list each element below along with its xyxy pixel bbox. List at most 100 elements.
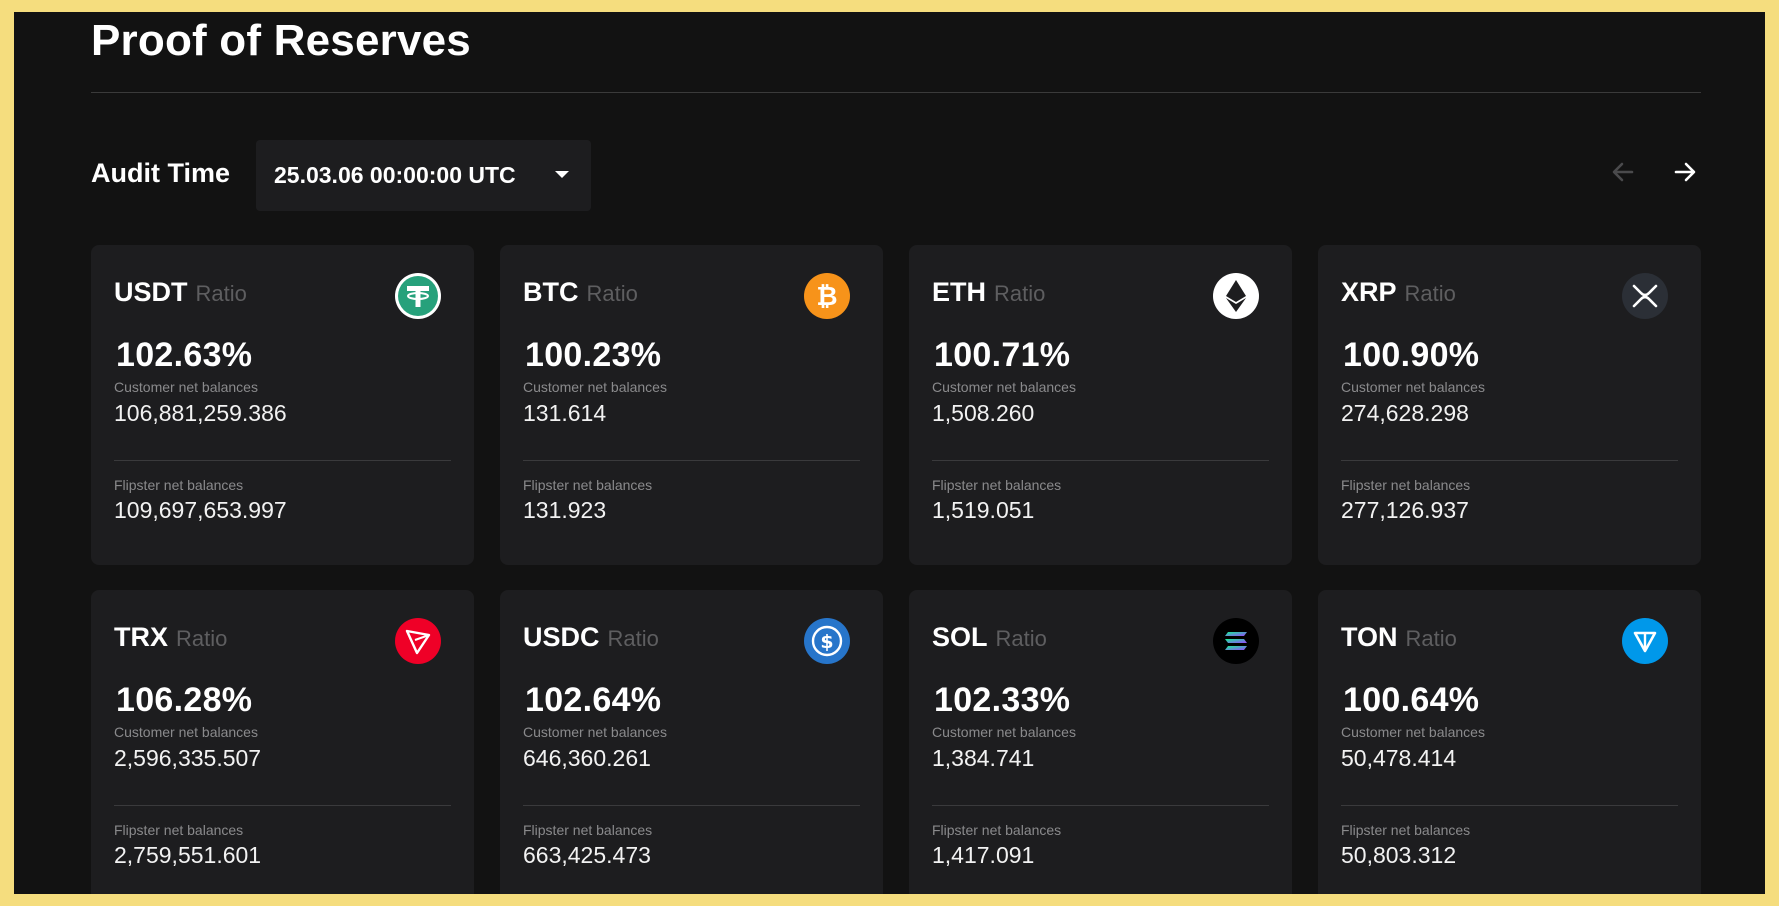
title-divider (91, 92, 1701, 93)
flipster-balance-value: 277,126.937 (1341, 497, 1469, 523)
coin-symbol: TRX (114, 622, 168, 652)
coin-symbol: USDC (523, 622, 600, 652)
flipster-balance-value: 1,519.051 (932, 497, 1035, 523)
arrow-right-icon (1674, 162, 1696, 182)
reserve-card-trx: TRX Ratio 106.28% Customer net balances … (91, 590, 474, 894)
card-header: SOL Ratio (932, 622, 1047, 653)
flipster-balance-label: Flipster net balances (1341, 822, 1471, 838)
audit-time-value: 25.03.06 00:00:00 UTC (274, 162, 516, 188)
ratio-label: Ratio (195, 281, 247, 306)
card-divider (114, 805, 451, 806)
flipster-balance-value: 2,759,551.601 (114, 842, 262, 868)
customer-balance-value: 1,508.260 (932, 400, 1035, 426)
ratio-label: Ratio (176, 626, 228, 651)
reserve-card-eth: ETH Ratio 100.71% Customer net balances … (909, 245, 1292, 565)
customer-balance-value: 2,596,335.507 (114, 745, 262, 771)
coin-symbol: USDT (114, 277, 188, 307)
ethereum-icon (1213, 273, 1259, 319)
reserve-card-usdt: USDT Ratio 102.63% Customer net balances… (91, 245, 474, 565)
card-divider (932, 460, 1269, 461)
card-header: TRX Ratio (114, 622, 227, 653)
ratio-value: 106.28% (116, 681, 253, 719)
card-header: ETH Ratio (932, 277, 1045, 308)
coin-symbol: XRP (1341, 277, 1397, 307)
customer-balance-value: 131.614 (523, 400, 607, 426)
customer-balance-label: Customer net balances (114, 724, 258, 740)
coin-symbol: BTC (523, 277, 579, 307)
flipster-balance-label: Flipster net balances (114, 822, 244, 838)
caret-down-icon (555, 171, 569, 178)
flipster-balance-value: 1,417.091 (932, 842, 1035, 868)
customer-balance-label: Customer net balances (523, 724, 667, 740)
xrp-icon (1622, 273, 1668, 319)
flipster-balance-value: 50,803.312 (1341, 842, 1457, 868)
ratio-label: Ratio (994, 281, 1046, 306)
ton-icon (1622, 618, 1668, 664)
ratio-value: 100.64% (1343, 681, 1480, 719)
usdc-icon: $ (804, 618, 850, 664)
reserve-card-btc: BTC Ratio ₿ 100.23% Customer net balance… (500, 245, 883, 565)
ratio-label: Ratio (1405, 626, 1457, 651)
tether-icon (395, 273, 441, 319)
ratio-label: Ratio (1404, 281, 1456, 306)
flipster-balance-label: Flipster net balances (932, 822, 1062, 838)
ratio-value: 102.33% (934, 681, 1071, 719)
customer-balance-label: Customer net balances (1341, 379, 1485, 395)
flipster-balance-value: 131.923 (523, 497, 607, 523)
card-divider (1341, 460, 1678, 461)
ratio-label: Ratio (995, 626, 1047, 651)
ratio-label: Ratio (586, 281, 638, 306)
audit-time-label: Audit Time (91, 158, 231, 188)
flipster-balance-label: Flipster net balances (114, 477, 244, 493)
card-header: USDC Ratio (523, 622, 659, 653)
flipster-balance-value: 663,425.473 (523, 842, 651, 868)
page-title: Proof of Reserves (91, 16, 471, 65)
svg-text:$: $ (820, 631, 833, 653)
customer-balance-value: 106,881,259.386 (114, 400, 287, 426)
flipster-balance-label: Flipster net balances (523, 477, 653, 493)
card-header: TON Ratio (1341, 622, 1457, 653)
card-divider (114, 460, 451, 461)
page-frame: Proof of Reserves Audit Time 25.03.06 00… (14, 12, 1765, 894)
coin-symbol: TON (1341, 622, 1398, 652)
card-header: XRP Ratio (1341, 277, 1456, 308)
ratio-value: 100.71% (934, 336, 1071, 374)
card-divider (523, 805, 860, 806)
customer-balance-label: Customer net balances (523, 379, 667, 395)
bitcoin-icon: ₿ (804, 273, 850, 319)
flipster-balance-label: Flipster net balances (523, 822, 653, 838)
ratio-label: Ratio (607, 626, 659, 651)
reserve-card-sol: SOL Ratio (909, 590, 1292, 894)
customer-balance-value: 274,628.298 (1341, 400, 1469, 426)
card-header: USDT Ratio (114, 277, 247, 308)
ratio-value: 100.23% (525, 336, 662, 374)
ratio-value: 102.63% (116, 336, 253, 374)
customer-balance-value: 50,478.414 (1341, 745, 1457, 771)
ratio-value: 100.90% (1343, 336, 1480, 374)
card-divider (932, 805, 1269, 806)
flipster-balance-label: Flipster net balances (1341, 477, 1471, 493)
ratio-value: 102.64% (525, 681, 662, 719)
card-divider (1341, 805, 1678, 806)
tron-icon (395, 618, 441, 664)
previous-audit-button[interactable] (1609, 158, 1637, 186)
coin-symbol: SOL (932, 622, 988, 652)
card-divider (523, 460, 860, 461)
flipster-balance-label: Flipster net balances (932, 477, 1062, 493)
solana-icon (1213, 618, 1259, 664)
reserve-card-usdc: USDC Ratio $ 102.64% Customer net balanc… (500, 590, 883, 894)
reserve-card-xrp: XRP Ratio 100.90% Customer net balances … (1318, 245, 1701, 565)
customer-balance-label: Customer net balances (932, 724, 1076, 740)
svg-text:₿: ₿ (816, 282, 837, 312)
audit-time-dropdown[interactable]: 25.03.06 00:00:00 UTC (256, 140, 591, 211)
reserve-card-ton: TON Ratio 100.64% Customer net balances … (1318, 590, 1701, 894)
customer-balance-value: 646,360.261 (523, 745, 651, 771)
next-audit-button[interactable] (1671, 158, 1699, 186)
customer-balance-label: Customer net balances (114, 379, 258, 395)
flipster-balance-value: 109,697,653.997 (114, 497, 287, 523)
customer-balance-label: Customer net balances (932, 379, 1076, 395)
customer-balance-label: Customer net balances (1341, 724, 1485, 740)
customer-balance-value: 1,384.741 (932, 745, 1035, 771)
card-header: BTC Ratio (523, 277, 638, 308)
coin-symbol: ETH (932, 277, 986, 307)
